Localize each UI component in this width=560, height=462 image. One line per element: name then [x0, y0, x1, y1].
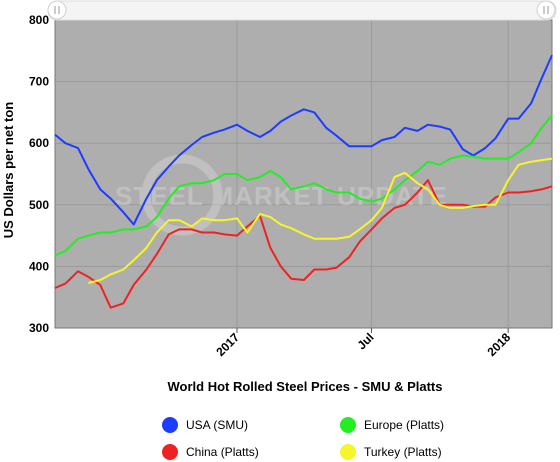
x-tick-label: Jul — [354, 330, 376, 352]
x-axis-ticks: 2017 Jul 2018 — [213, 328, 514, 359]
x-tick-label: 2017 — [213, 330, 242, 359]
legend-swatch-0 — [162, 417, 178, 433]
watermark-logo — [141, 154, 223, 236]
legend-label-3: Turkey (Platts) — [364, 445, 442, 459]
chart-title: World Hot Rolled Steel Prices - SMU & Pl… — [168, 379, 443, 394]
x-tick-label: 2018 — [485, 330, 514, 359]
y-tick-label: 600 — [29, 136, 49, 150]
y-tick-label: 800 — [29, 13, 49, 27]
range-handle-left[interactable] — [47, 0, 67, 20]
range-handle-right[interactable] — [536, 0, 556, 20]
range-scrollbar[interactable] — [47, 0, 557, 21]
legend-swatch-2 — [162, 444, 178, 460]
legend-label-0: USA (SMU) — [186, 418, 248, 432]
series-line-3 — [88, 157, 553, 284]
legend-label-1: Europe (Platts) — [364, 418, 444, 432]
legend-label-2: China (Platts) — [186, 445, 259, 459]
y-tick-label: 500 — [29, 198, 49, 212]
range-scrollbar-track[interactable] — [47, 0, 557, 21]
legend-swatch-1 — [340, 417, 356, 433]
y-axis-ticks: 300 400 500 600 700 800 — [29, 13, 49, 335]
series-line-1 — [54, 114, 553, 257]
y-tick-label: 700 — [29, 75, 49, 89]
y-axis-label: US Dollars per net ton — [1, 102, 16, 239]
y-tick-label: 300 — [29, 321, 49, 335]
legend-swatch-3 — [340, 444, 356, 460]
range-handle-left-knob[interactable] — [47, 0, 67, 20]
plot-area-background — [54, 19, 553, 329]
series-layer — [54, 54, 553, 309]
range-handle-right-knob[interactable] — [536, 0, 556, 20]
legend: USA (SMU) Europe (Platts) China (Platts) Tu… — [162, 417, 444, 460]
y-tick-label: 400 — [29, 259, 49, 273]
series-line-0 — [54, 54, 553, 226]
